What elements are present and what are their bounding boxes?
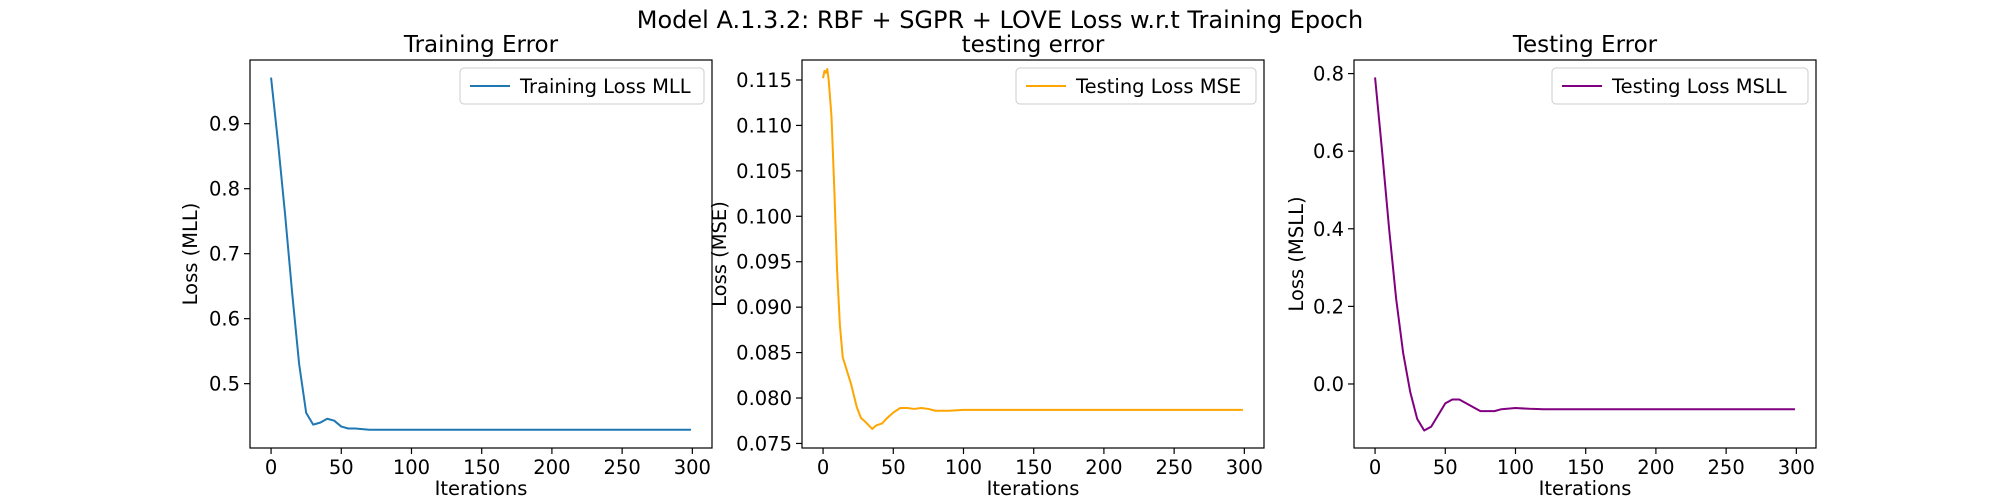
chart-3-y-tick-label: 0.6 <box>1313 140 1344 163</box>
chart-3-axes-frame <box>1353 59 1817 449</box>
chart-2-x-tick-label: 0 <box>817 456 829 479</box>
chart-1-x-axis-label: Iterations <box>435 477 528 500</box>
chart-1-y-axis-label: Loss (MLL) <box>179 203 202 306</box>
chart-2-y-tick-label: 0.110 <box>736 114 792 137</box>
chart-2-x-tick-label: 200 <box>1085 456 1122 479</box>
chart-1-legend-box <box>459 67 705 105</box>
chart-3-legend-label: Testing Loss MSLL <box>1611 75 1787 98</box>
chart-2-legend-box <box>1015 67 1257 105</box>
chart-3-series-line-1 <box>1374 77 1795 432</box>
chart-3-legend-box <box>1551 67 1809 105</box>
chart-1-y-tick-label: 0.7 <box>209 243 240 266</box>
chart-2-y-tick-label: 0.115 <box>736 69 792 92</box>
chart-2-y-tick-label: 0.075 <box>736 432 792 455</box>
chart-1-y-tick-label: 0.9 <box>209 113 240 136</box>
chart-3-x-tick-label: 100 <box>1497 456 1534 479</box>
chart-1-x-tick-label: 250 <box>604 456 641 479</box>
chart-1-y-tick-label: 0.5 <box>209 373 240 396</box>
chart-1-axes-frame <box>249 59 713 449</box>
chart-3-y-axis-label: Loss (MSLL) <box>1285 196 1308 311</box>
chart-3-x-tick-label: 300 <box>1778 456 1815 479</box>
chart-2-x-tick-label: 150 <box>1015 456 1052 479</box>
chart-1-y-tick-label: 0.8 <box>209 178 240 201</box>
chart-3-y-tick-label: 0.2 <box>1313 295 1344 318</box>
chart-2-y-tick-label: 0.090 <box>736 296 792 319</box>
chart-3-y-tick-label: 0.0 <box>1313 373 1344 396</box>
chart-3-x-tick-label: 150 <box>1567 456 1604 479</box>
chart-1-x-tick-label: 150 <box>463 456 500 479</box>
chart-1-y-tick-label: 0.6 <box>209 308 240 331</box>
chart-2-y-tick-label: 0.085 <box>736 342 792 365</box>
chart-1-x-tick-label: 0 <box>265 456 277 479</box>
chart-1-title: Training Error <box>403 32 559 58</box>
chart-3-group: 0 50 100 150 200 250 300 0.0 0.2 0.4 0.6 0.8 Testing… <box>1285 32 1817 500</box>
chart-3-x-tick-label: 200 <box>1637 456 1674 479</box>
chart-1-x-tick-label: 100 <box>393 456 430 479</box>
chart-2-x-tick-label: 100 <box>945 456 982 479</box>
chart-2-title: testing error <box>962 32 1105 58</box>
chart-2-axes-frame <box>801 59 1265 449</box>
chart-3-y-tick-label: 0.4 <box>1313 218 1344 241</box>
chart-2-series-line-1 <box>822 68 1243 430</box>
chart-3-x-tick-label: 50 <box>1433 456 1458 479</box>
figure-suptitle: Model A.1.3.2: RBF + SGPR + LOVE Loss w.… <box>637 6 1363 34</box>
chart-2-x-axis-label: Iterations <box>987 477 1080 500</box>
chart-3-title: Testing Error <box>1512 32 1658 58</box>
chart-1-x-tick-label: 200 <box>533 456 570 479</box>
chart-1-x-tick-label: 300 <box>674 456 711 479</box>
chart-3-legend: Testing Loss MSLL <box>1551 67 1809 105</box>
chart-1-series-line-1 <box>270 77 691 431</box>
chart-2-legend-label: Testing Loss MSE <box>1075 75 1241 98</box>
chart-3-x-axis-label: Iterations <box>1539 477 1632 500</box>
chart-2-y-axis-label: Loss (MSE) <box>708 201 731 307</box>
chart-1-legend-label: Training Loss MLL <box>519 75 691 98</box>
chart-2-y-tick-label: 0.105 <box>736 160 792 183</box>
chart-1-legend: Training Loss MLL <box>459 67 705 105</box>
chart-2-x-tick-label: 250 <box>1156 456 1193 479</box>
chart-2-x-tick-label: 300 <box>1226 456 1263 479</box>
chart-2-y-tick-label: 0.100 <box>736 205 792 228</box>
chart-2-group: 0 50 100 150 200 250 300 0.075 0.080 0.085 0.090 0.… <box>708 32 1265 500</box>
chart-2-legend: Testing Loss MSE <box>1015 67 1257 105</box>
chart-2-y-tick-label: 0.080 <box>736 387 792 410</box>
chart-1-x-tick-label: 50 <box>329 456 354 479</box>
chart-3-y-tick-label: 0.8 <box>1313 63 1344 86</box>
chart-2-y-tick-label: 0.095 <box>736 251 792 274</box>
chart-1-group: 0 50 100 150 200 250 300 0.5 0.6 0.7 0.8 0.9 Trainin… <box>179 32 713 500</box>
chart-3-x-tick-label: 0 <box>1369 456 1381 479</box>
chart-3-x-tick-label: 250 <box>1708 456 1745 479</box>
chart-2-x-tick-label: 50 <box>881 456 906 479</box>
